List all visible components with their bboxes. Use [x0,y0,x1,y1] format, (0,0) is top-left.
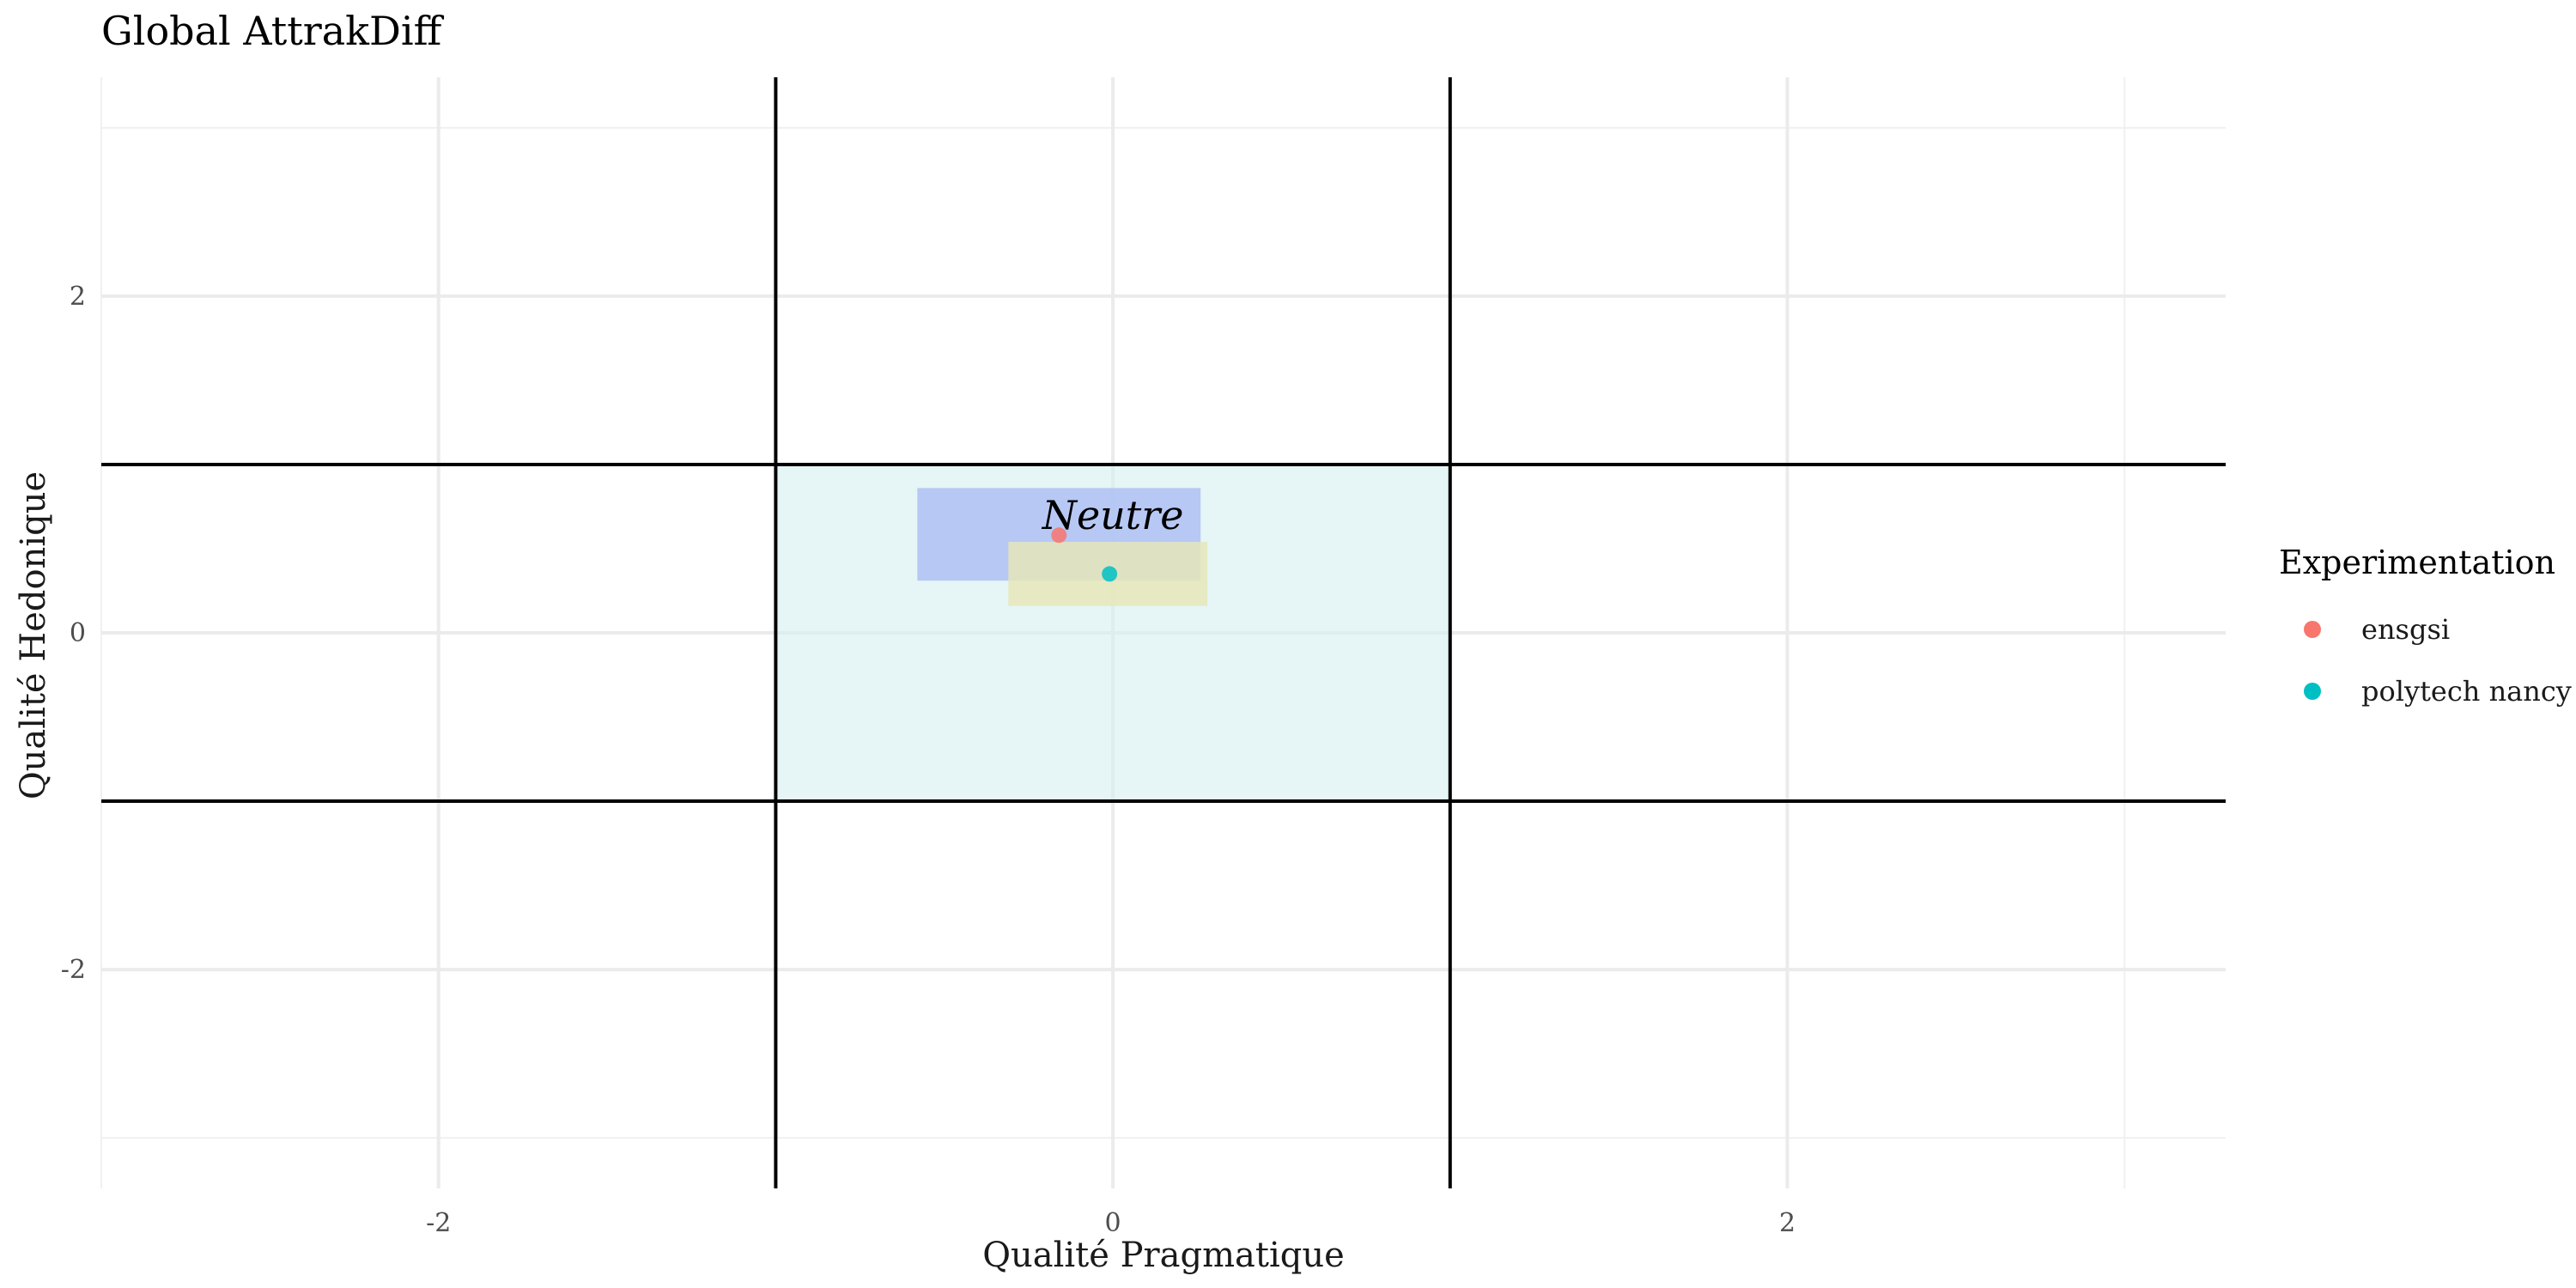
legend-label-ensgsi: ensgsi [2361,613,2450,646]
x-axis-label: Qualité Pragmatique [982,1236,1345,1275]
legend-label-polytech-nancy: polytech nancy [2361,675,2572,708]
legend-title: Experimentation [2279,544,2555,581]
y-tick-label: 0 [70,618,86,648]
plot-area: Neutre -2 0 2 -2 0 2 [61,77,2226,1238]
legend-marker-ensgsi [2304,621,2321,638]
legend: Experimentation ensgsi polytech nancy [2279,544,2572,708]
data-point-polytech-nancy [1102,566,1118,582]
x-tick-label: -2 [426,1208,451,1238]
chart-title: Global AttrakDiff [101,8,445,54]
x-tick-label: 2 [1779,1208,1795,1238]
y-axis-label: Qualité Hedonique [14,471,53,799]
x-tick-label: 0 [1105,1208,1121,1238]
neutral-zone-label: Neutre [1042,492,1184,538]
y-tick-label: 2 [70,282,86,312]
legend-marker-polytech-nancy [2304,683,2321,700]
data-point-ensgsi [1051,527,1067,544]
legend-items: ensgsi polytech nancy [2304,613,2572,708]
y-tick-label: -2 [61,955,86,985]
